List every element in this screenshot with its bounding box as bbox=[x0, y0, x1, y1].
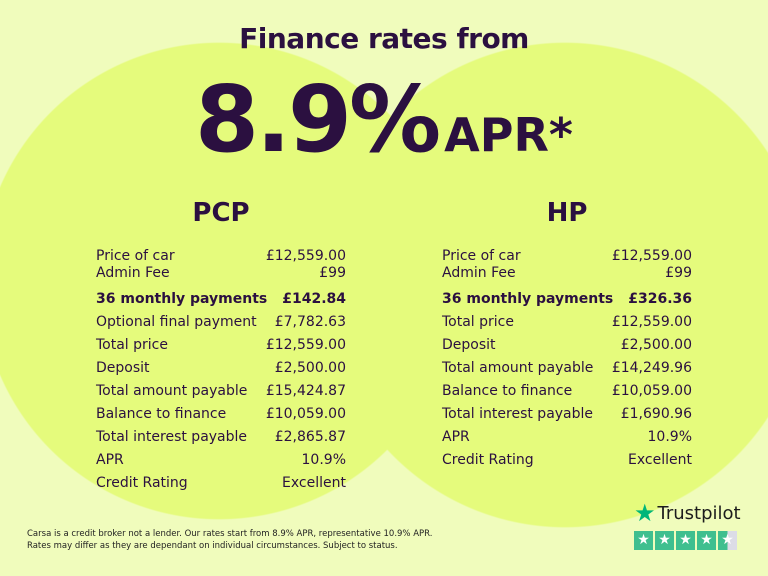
half-star-icon: ★ bbox=[718, 531, 737, 550]
row-value: Excellent bbox=[282, 475, 346, 491]
table-row: Price of car £12,559.00 bbox=[96, 248, 346, 265]
table-row: Price of car £12,559.00 bbox=[442, 248, 692, 265]
row-value: Excellent bbox=[628, 452, 692, 468]
rating-stars: ★ ★ ★ ★ ★ bbox=[634, 531, 741, 550]
table-row: Deposit £2,500.00 bbox=[96, 357, 346, 380]
star-icon: ★ bbox=[634, 531, 653, 550]
table-row: APR 10.9% bbox=[442, 426, 692, 449]
table-row: Deposit £2,500.00 bbox=[442, 334, 692, 357]
page-title: Finance rates from bbox=[239, 22, 529, 55]
row-value: £14,249.96 bbox=[611, 360, 692, 376]
table-row: Admin Fee £99 bbox=[442, 265, 692, 282]
row-label: 36 monthly payments bbox=[442, 291, 614, 307]
row-label: Credit Rating bbox=[96, 475, 188, 491]
table-row: Credit Rating Excellent bbox=[96, 472, 346, 495]
row-label: Admin Fee bbox=[442, 265, 516, 281]
hp-title: HP bbox=[546, 198, 588, 228]
pcp-column: PCP Price of car £12,559.00 Admin Fee £99 36… bbox=[96, 198, 346, 495]
row-label: Balance to finance bbox=[96, 406, 227, 422]
row-label: APR bbox=[96, 452, 124, 468]
row-label: Credit Rating bbox=[442, 452, 534, 468]
disclaimer-line: Carsa is a credit broker not a lender. O… bbox=[27, 529, 433, 539]
star-icon: ★ bbox=[634, 499, 656, 527]
table-row: Total amount payable £14,249.96 bbox=[442, 357, 692, 380]
table-row: Total interest payable £2,865.87 bbox=[96, 426, 346, 449]
row-value: £2,500.00 bbox=[274, 360, 346, 376]
row-label: Total amount payable bbox=[442, 360, 594, 376]
row-value: £10,059.00 bbox=[611, 383, 692, 399]
row-label: Total interest payable bbox=[442, 406, 594, 422]
row-label: Admin Fee bbox=[96, 265, 170, 281]
table-row: 36 monthly payments £326.36 bbox=[442, 288, 692, 311]
row-value: £12,559.00 bbox=[611, 314, 692, 330]
row-value: 10.9% bbox=[301, 452, 346, 468]
table-row: 36 monthly payments £142.84 bbox=[96, 288, 346, 311]
row-label: Total price bbox=[96, 337, 168, 353]
row-value: £12,559.00 bbox=[611, 248, 692, 264]
row-label: Total interest payable bbox=[96, 429, 248, 445]
trustpilot-badge[interactable]: ★ Trustpilot ★ ★ ★ ★ ★ bbox=[634, 499, 741, 550]
star-icon: ★ bbox=[676, 531, 695, 550]
row-label: Total price bbox=[442, 314, 514, 330]
table-row: Credit Rating Excellent bbox=[442, 449, 692, 472]
star-icon: ★ bbox=[697, 531, 716, 550]
row-value: £12,559.00 bbox=[265, 248, 346, 264]
row-label: Balance to finance bbox=[442, 383, 573, 399]
row-value: 10.9% bbox=[647, 429, 692, 445]
star-icon: ★ bbox=[655, 531, 674, 550]
row-value: £99 bbox=[665, 265, 692, 281]
table-row: Optional final payment £7,782.63 bbox=[96, 311, 346, 334]
row-value: £2,865.87 bbox=[274, 429, 346, 445]
row-value: £99 bbox=[319, 265, 346, 281]
disclaimer-line: Rates may differ as they are dependant o… bbox=[27, 541, 398, 551]
row-value: £12,559.00 bbox=[265, 337, 346, 353]
table-row: Balance to finance £10,059.00 bbox=[442, 380, 692, 403]
table-row: Total price £12,559.00 bbox=[442, 311, 692, 334]
row-value: £1,690.96 bbox=[620, 406, 692, 422]
row-label: Deposit bbox=[442, 337, 496, 353]
row-label: Price of car bbox=[96, 248, 175, 264]
pcp-table: Price of car £12,559.00 Admin Fee £99 36 mon… bbox=[96, 248, 346, 495]
table-row: Admin Fee £99 bbox=[96, 265, 346, 282]
row-label: Price of car bbox=[442, 248, 521, 264]
rate-suffix: APR* bbox=[444, 108, 573, 162]
row-label: Optional final payment bbox=[96, 314, 257, 330]
disclaimer: Carsa is a credit broker not a lender. O… bbox=[27, 528, 432, 552]
row-value: £7,782.63 bbox=[274, 314, 346, 330]
hp-column: HP Price of car £12,559.00 Admin Fee £99 36 … bbox=[442, 198, 692, 472]
headline-rate: 8.9% APR* bbox=[0, 66, 768, 173]
row-label: APR bbox=[442, 429, 470, 445]
table-row: APR 10.9% bbox=[96, 449, 346, 472]
row-value: £326.36 bbox=[628, 291, 692, 307]
pcp-title: PCP bbox=[192, 198, 250, 228]
row-value: £15,424.87 bbox=[265, 383, 346, 399]
row-value: £10,059.00 bbox=[265, 406, 346, 422]
table-row: Balance to finance £10,059.00 bbox=[96, 403, 346, 426]
row-label: 36 monthly payments bbox=[96, 291, 268, 307]
row-value: £2,500.00 bbox=[620, 337, 692, 353]
table-row: Total price £12,559.00 bbox=[96, 334, 346, 357]
hp-table: Price of car £12,559.00 Admin Fee £99 36 mon… bbox=[442, 248, 692, 472]
trustpilot-name: Trustpilot bbox=[657, 502, 741, 524]
rate-value: 8.9% bbox=[195, 66, 441, 173]
row-label: Total amount payable bbox=[96, 383, 248, 399]
table-row: Total interest payable £1,690.96 bbox=[442, 403, 692, 426]
table-row: Total amount payable £15,424.87 bbox=[96, 380, 346, 403]
row-label: Deposit bbox=[96, 360, 150, 376]
row-value: £142.84 bbox=[282, 291, 346, 307]
